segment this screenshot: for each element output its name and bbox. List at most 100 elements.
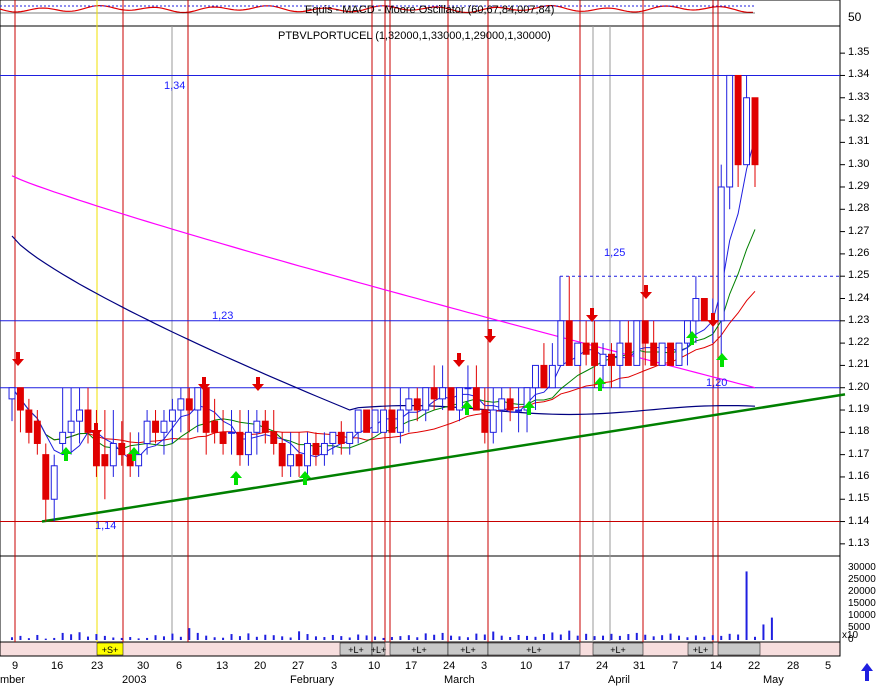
candle-body (464, 387, 472, 390)
sell-arrow-icon (12, 352, 24, 366)
volume-bar (53, 637, 56, 640)
candle (244, 410, 252, 466)
oscillator-axis-value: 50 (848, 10, 862, 24)
volume-bar (635, 632, 638, 640)
date-tick-label: 6 (176, 660, 183, 672)
candle (667, 342, 675, 366)
candle-body (633, 320, 641, 366)
arrow-up-icon[interactable] (860, 662, 874, 682)
date-tick-label: 20 (254, 660, 267, 672)
volume-bar (306, 634, 309, 640)
volume-bar (289, 637, 292, 640)
volume-bar (602, 635, 605, 640)
candle (726, 74, 734, 210)
buy-arrow-icon (523, 401, 535, 415)
volume-bar (483, 634, 486, 640)
candle-body (354, 409, 362, 433)
candle (101, 410, 109, 500)
date-tick-label: 10 (520, 660, 533, 672)
volume-bar (11, 637, 13, 640)
buy-arrow-icon (594, 377, 606, 391)
price-tick-label: 1.22 (848, 336, 870, 349)
price-tick-label: 1.13 (848, 536, 870, 549)
volume-bar (222, 637, 225, 640)
candle (59, 387, 67, 455)
candle (42, 443, 50, 522)
volume-bar (644, 634, 647, 640)
candle-body (194, 387, 202, 411)
price-tick-label: 1.35 (848, 46, 870, 59)
candle (574, 342, 582, 366)
candle (278, 432, 286, 477)
candle (582, 320, 590, 366)
volume-bar (500, 635, 503, 640)
volume-bar (517, 634, 520, 640)
month-label: February (290, 674, 335, 686)
volume-bar (340, 636, 343, 640)
volume-bar (686, 637, 689, 640)
candle-body (185, 398, 193, 411)
volume-bar (542, 634, 545, 640)
volume-bar (120, 637, 123, 640)
candle (532, 364, 539, 411)
volume-tick-label: 30000 (848, 562, 876, 573)
candle (371, 409, 379, 433)
oscillator-title: Equis - MACD - Moore Oscillator (60,67,8… (305, 4, 555, 16)
price-tick-label: 1.34 (848, 68, 870, 81)
volume-bar (627, 634, 630, 640)
volume-bar (737, 634, 740, 640)
level-annotation: 1,25 (604, 247, 626, 259)
volume-bar (770, 617, 773, 640)
candle (109, 410, 117, 477)
candle-body (439, 387, 447, 400)
candle-body (42, 454, 50, 500)
candle-body (667, 342, 675, 366)
candle-body (304, 442, 311, 467)
candle-body (498, 398, 506, 411)
date-tick-label: 28 (787, 660, 800, 672)
buy-arrow-icon (230, 471, 242, 485)
volume-bar (365, 635, 368, 640)
price-tick-label: 1.19 (848, 403, 870, 416)
candle-body (582, 342, 590, 355)
candle (608, 343, 615, 388)
buy-arrow-icon (299, 471, 311, 485)
volume-bar (441, 632, 444, 640)
volume-bar (95, 634, 98, 640)
candle (439, 365, 447, 411)
signal-band-cell (592, 642, 644, 656)
price-tick-label: 1.24 (848, 291, 870, 304)
candle-body (168, 409, 176, 422)
signal-band-label: +L+ (693, 645, 709, 655)
volume-bar (585, 633, 588, 640)
date-tick-label: 17 (558, 660, 571, 672)
candle-body (557, 320, 565, 366)
volume-bar (509, 637, 512, 640)
candle-body (548, 364, 556, 389)
price-tick-label: 1.14 (848, 514, 870, 527)
price-tick-label: 1.21 (848, 358, 870, 371)
date-tick-label: 3 (331, 660, 338, 672)
volume-bar (475, 633, 478, 640)
candle (236, 410, 244, 466)
candle-body (177, 398, 185, 411)
candle-body (278, 442, 286, 467)
volume-bar (610, 633, 613, 640)
sell-arrow-icon (90, 423, 102, 437)
date-tick-label: 24 (443, 660, 456, 672)
volume-bar (61, 632, 64, 640)
volume-bar (129, 637, 132, 640)
candle-body (329, 431, 337, 444)
price-tick-label: 1.32 (848, 113, 870, 126)
candle (185, 387, 193, 433)
date-tick-label: 22 (748, 660, 761, 672)
candle (658, 342, 666, 366)
candle (67, 387, 75, 455)
candle (405, 387, 413, 433)
date-tick-label: 13 (216, 660, 229, 672)
date-tick-label: 16 (51, 660, 64, 672)
candle (337, 421, 345, 455)
candle (346, 431, 354, 455)
month-label: March (444, 674, 475, 686)
